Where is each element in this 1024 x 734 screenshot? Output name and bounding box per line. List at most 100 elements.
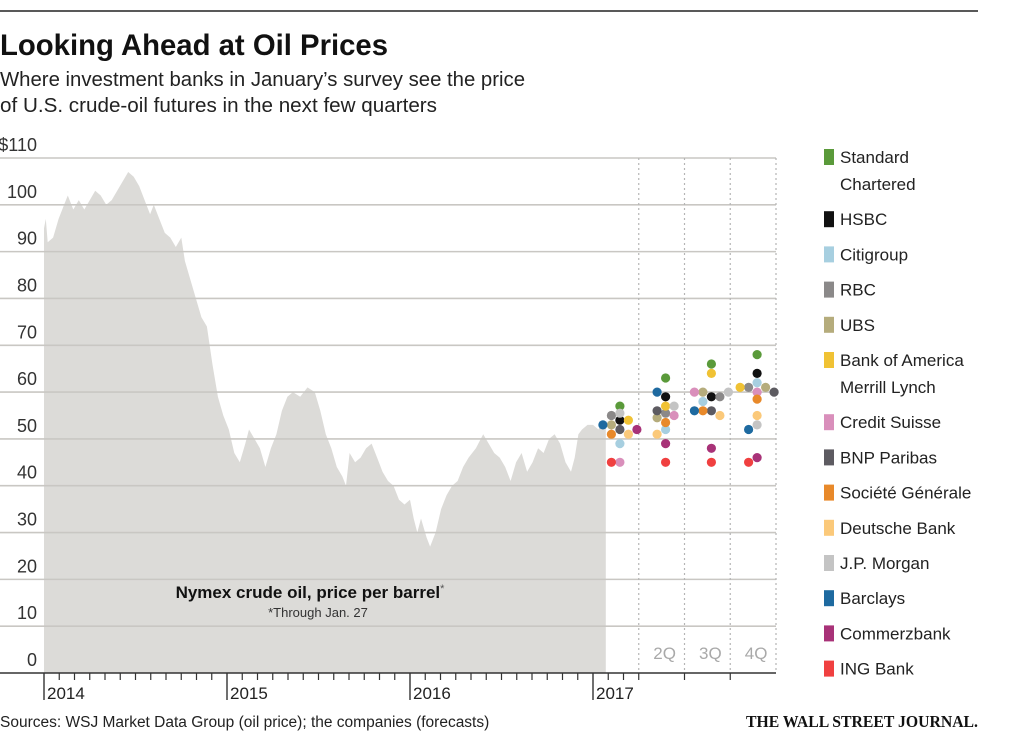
forecast-dot — [615, 424, 625, 435]
legend-item: Commerzbank — [824, 624, 951, 643]
legend-item: Bank of America Merrill Lynch — [824, 351, 964, 397]
legend-label: Société Générale — [840, 484, 971, 503]
legend-label: Credit Suisse — [840, 413, 941, 432]
legend-item: UBS — [824, 316, 875, 335]
legend-label: ING Bank — [840, 660, 914, 679]
legend-swatch — [824, 281, 834, 298]
legend-swatch — [824, 590, 834, 607]
x-tick-label: 2015 — [230, 684, 268, 703]
annotation-label-text: Nymex crude oil, price per barrel — [176, 583, 441, 602]
forecast-dot — [752, 387, 762, 397]
gridlines — [0, 157, 776, 627]
forecast-dot — [715, 410, 725, 421]
forecast-dot — [615, 457, 625, 467]
forecast-dot — [744, 424, 754, 435]
forecast-dot — [661, 439, 671, 449]
legend-swatch — [824, 211, 834, 228]
forecast-dot — [623, 429, 634, 439]
quarter-dividers — [638, 158, 777, 673]
annotation-label: Nymex crude oil, price per barrel* — [176, 583, 446, 602]
legend-swatch — [824, 449, 834, 466]
y-axis-labels: 0 10 20 30 40 50 60 70 80 90 100 $110 — [0, 135, 37, 670]
forecast-dot — [706, 368, 717, 378]
forecast-dot — [723, 387, 734, 397]
forecast-dots — [598, 350, 779, 467]
legend-label: Bank of America — [840, 351, 964, 370]
legend-swatch — [824, 414, 834, 431]
annotation-note: *Through Jan. 27 — [268, 605, 368, 620]
legend-item: ING Bank — [824, 660, 914, 679]
y-tick-label: 70 — [17, 322, 37, 342]
forecast-dot — [744, 457, 754, 467]
forecast-dot — [752, 410, 762, 421]
y-tick-label: 20 — [17, 556, 37, 576]
legend-item: Citigroup — [824, 245, 908, 264]
y-tick-label: 100 — [7, 182, 37, 202]
y-tick-label: 0 — [27, 650, 37, 670]
forecast-dot — [752, 350, 762, 360]
forecast-dot — [661, 417, 671, 428]
legend-swatch — [824, 352, 834, 368]
x-axis: 2014 2015 2016 2017 — [0, 672, 776, 703]
legend-label: UBS — [840, 316, 875, 335]
forecast-dot — [752, 420, 762, 430]
forecast-dot — [632, 424, 642, 435]
forecast-dot — [698, 396, 708, 407]
y-tick-label: 50 — [17, 416, 37, 436]
chart-title: Looking Ahead at Oil Prices — [0, 29, 388, 62]
legend-swatch — [824, 625, 834, 642]
price-area — [44, 172, 606, 673]
legend-swatch — [824, 246, 834, 263]
quarter-label: 3Q — [699, 644, 722, 663]
forecast-dot — [744, 382, 754, 392]
forecast-dot — [752, 394, 762, 404]
legend-item: Barclays — [824, 589, 905, 608]
forecast-dot — [669, 410, 679, 421]
forecast-dot — [606, 410, 617, 421]
quarter-label: 4Q — [745, 644, 768, 663]
forecast-dot — [615, 439, 625, 449]
forecast-dot — [606, 420, 617, 430]
legend-item: Deutsche Bank — [824, 519, 956, 538]
legend-label: Commerzbank — [840, 624, 951, 643]
forecast-dot — [652, 406, 662, 416]
legend-item: Société Générale — [824, 484, 971, 503]
publisher-credit: THE WALL STREET JOURNAL. — [746, 712, 978, 731]
x-tick-label: 2017 — [596, 684, 634, 703]
forecast-dot — [606, 429, 617, 439]
forecast-dot — [752, 368, 762, 378]
forecast-dot — [706, 443, 717, 453]
forecast-dot — [706, 457, 717, 467]
legend-label: RBC — [840, 281, 876, 300]
legend-item: Standard Chartered — [824, 148, 916, 194]
legend-swatch — [824, 519, 834, 536]
forecast-dot — [623, 415, 634, 425]
forecast-dot — [715, 392, 725, 402]
x-tick-label: 2016 — [413, 684, 451, 703]
chart-subtitle-line-2: of U.S. crude-oil futures in the next fe… — [0, 95, 437, 117]
forecast-dot — [661, 373, 671, 383]
forecast-dot — [689, 406, 700, 416]
x-tick-label: 2014 — [47, 684, 85, 703]
forecast-dot — [752, 453, 762, 463]
annotation-marker: * — [440, 583, 445, 595]
legend-item: RBC — [824, 281, 876, 300]
legend-swatch — [824, 660, 834, 677]
forecast-dot — [652, 387, 662, 397]
legend-item: Credit Suisse — [824, 413, 941, 432]
y-tick-label: 90 — [17, 229, 37, 249]
forecast-dot — [689, 387, 700, 397]
legend-swatch — [824, 555, 834, 571]
legend-label: HSBC — [840, 210, 887, 229]
legend-label: J.P. Morgan — [840, 554, 929, 573]
y-tick-label: 10 — [17, 603, 37, 623]
legend-item: J.P. Morgan — [824, 554, 929, 573]
y-tick-label: 40 — [17, 463, 37, 483]
legend: Standard Chartered HSBC Citigroup RBC UBS Bank… — [824, 148, 971, 679]
legend-item: BNP Paribas — [824, 448, 937, 467]
forecast-dot — [615, 401, 625, 411]
forecast-dot — [661, 424, 671, 435]
legend-label: Chartered — [840, 175, 916, 194]
y-tick-label: $110 — [0, 135, 37, 155]
